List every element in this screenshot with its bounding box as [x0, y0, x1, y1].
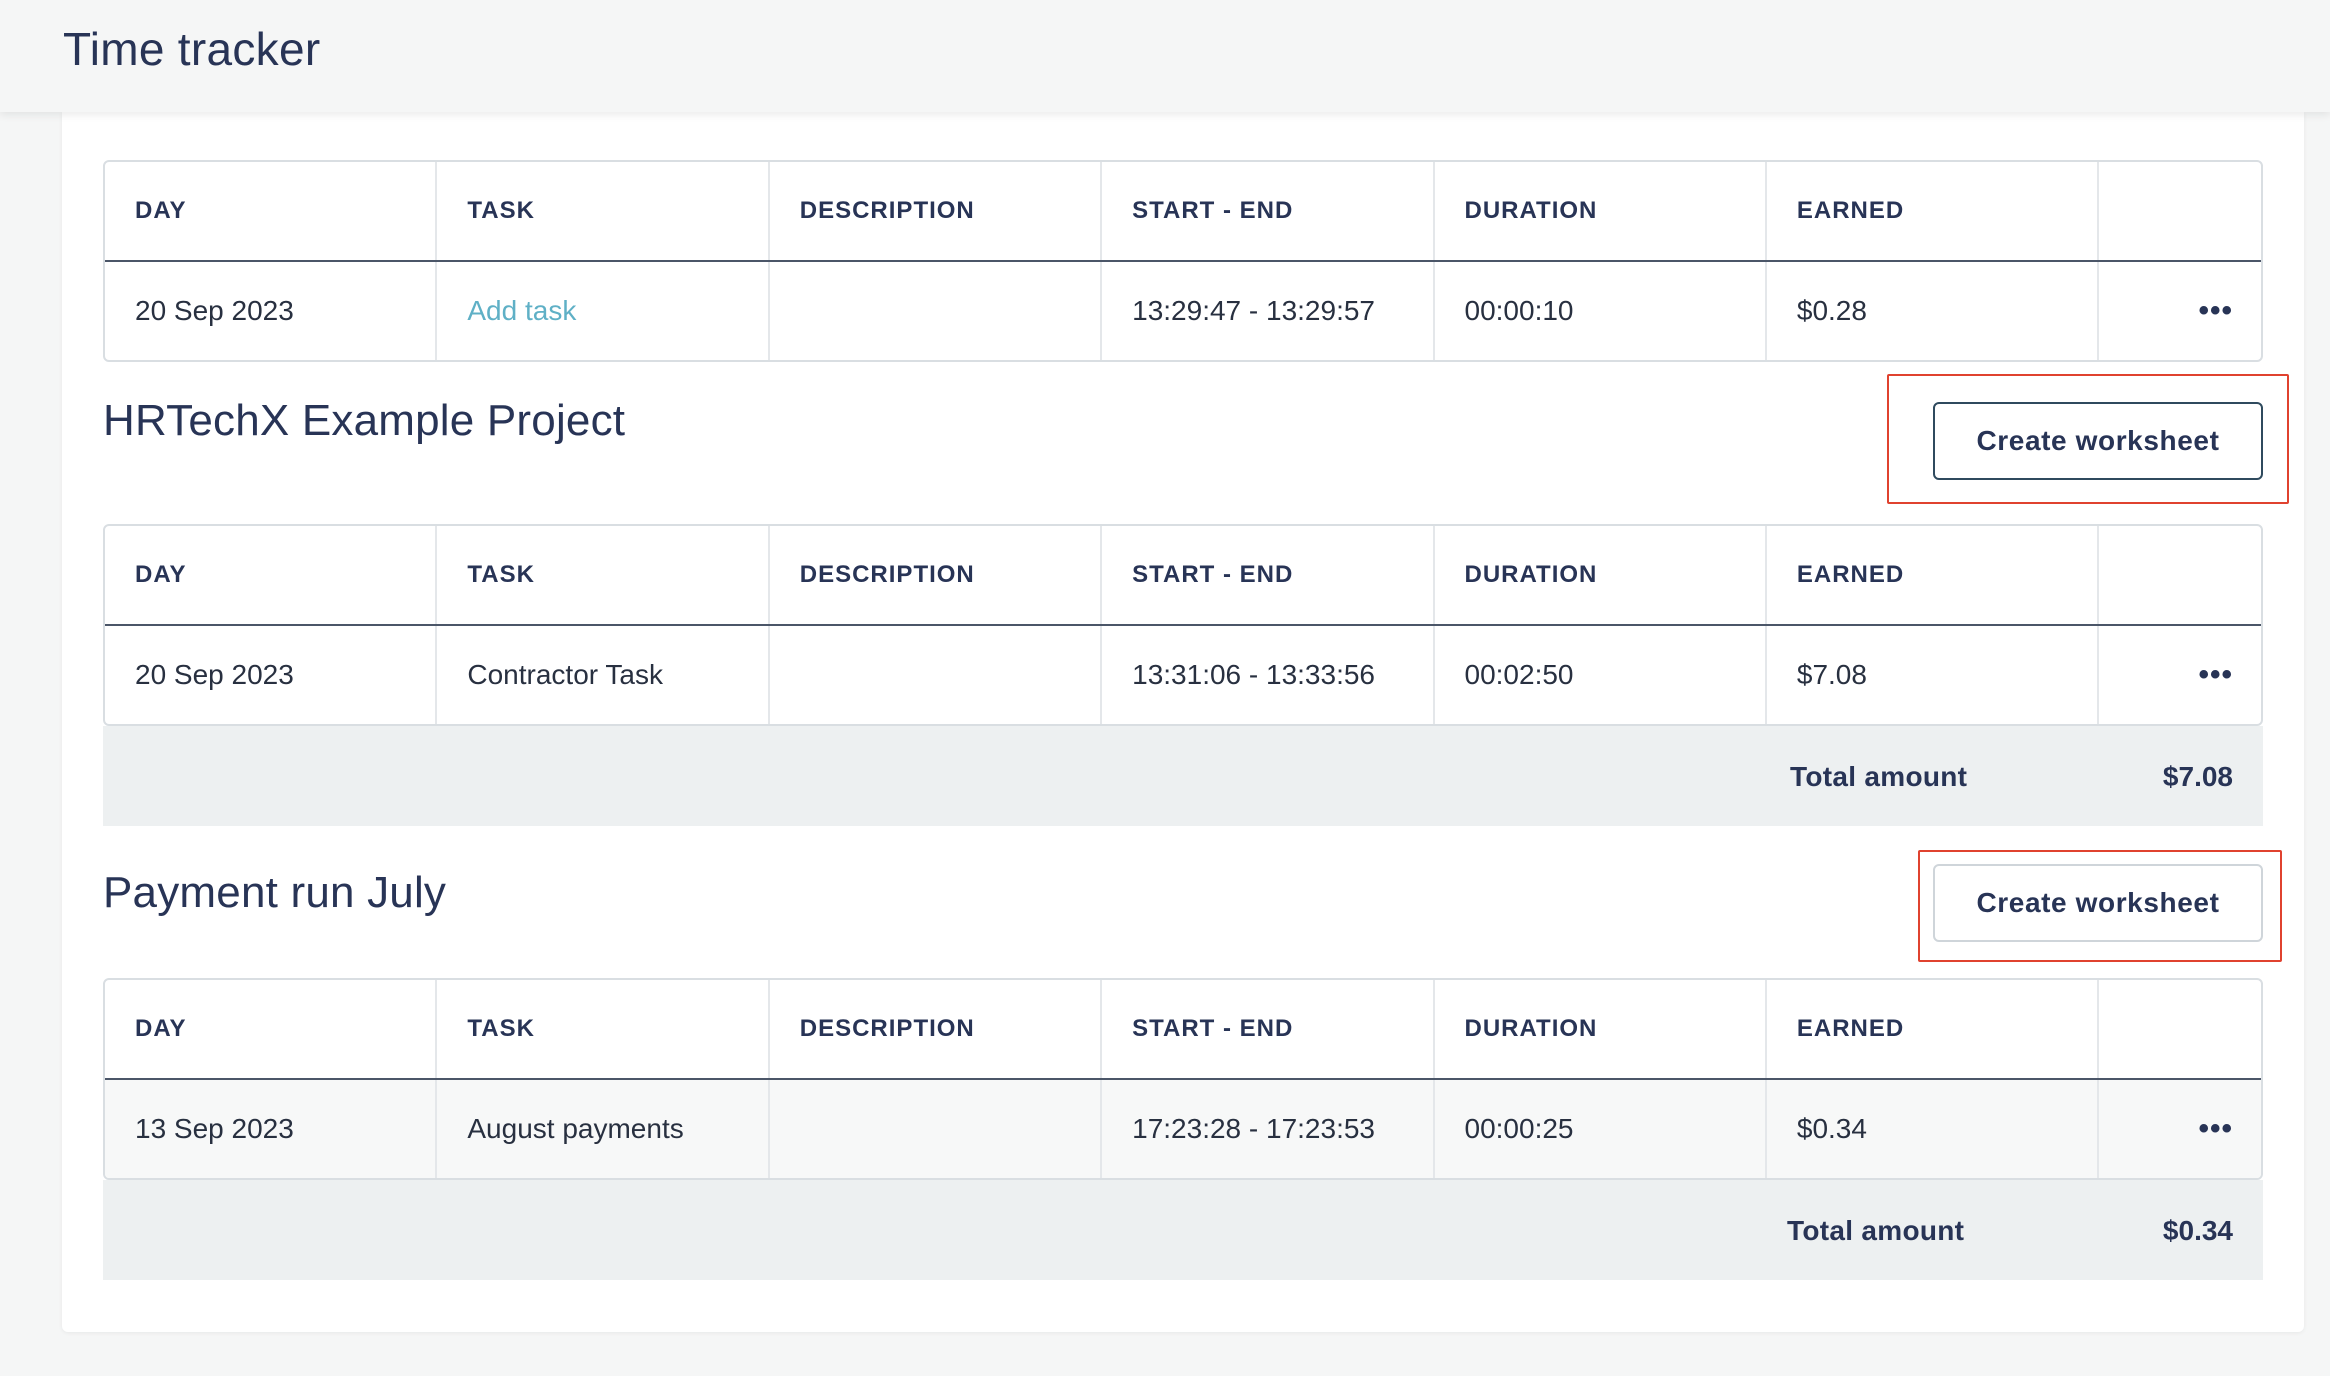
page-title: Time tracker [63, 23, 321, 75]
cell-description [770, 626, 1103, 724]
table-header-row: DAY TASK DESCRIPTION START - END DURATIO… [105, 526, 2261, 626]
cell-actions: ••• [2099, 262, 2261, 360]
column-header-duration: DURATION [1435, 980, 1767, 1078]
page-header: Time tracker [0, 0, 2330, 112]
section-title: Payment run July [103, 868, 447, 917]
column-header-duration: DURATION [1435, 526, 1767, 624]
cell-earned: $0.28 [1767, 262, 2100, 360]
total-bar: Total amount $7.08 [103, 726, 2263, 826]
cell-earned: $7.08 [1767, 626, 2100, 724]
table-row: 13 Sep 2023 August payments 17:23:28 - 1… [105, 1080, 2261, 1178]
cell-task: Add task [437, 262, 770, 360]
column-header-task: TASK [437, 162, 770, 260]
cell-start-end: 13:29:47 - 13:29:57 [1102, 262, 1435, 360]
highlight-box [1887, 374, 2289, 504]
column-header-description: DESCRIPTION [770, 526, 1103, 624]
total-value: $0.34 [2162, 1215, 2233, 1246]
cell-day: 13 Sep 2023 [105, 1080, 438, 1178]
cell-start-end: 17:23:28 - 17:23:53 [1102, 1080, 1435, 1178]
column-header-duration: DURATION [1435, 162, 1767, 260]
column-header-actions [2099, 980, 2261, 1078]
column-header-earned: EARNED [1767, 162, 2100, 260]
column-header-earned: EARNED [1767, 526, 2100, 624]
time-tracker-card: DAY TASK DESCRIPTION START - END DURATIO… [62, 112, 2304, 1332]
column-header-actions [2099, 162, 2261, 260]
cell-description [770, 1080, 1103, 1178]
table-header-row: DAY TASK DESCRIPTION START - END DURATIO… [105, 162, 2261, 262]
column-header-start-end: START - END [1102, 162, 1435, 260]
column-header-description: DESCRIPTION [770, 980, 1103, 1078]
create-worksheet-button[interactable]: Create worksheet [1933, 402, 2263, 480]
time-table: DAY TASK DESCRIPTION START - END DURATIO… [103, 524, 2263, 726]
column-header-day: DAY [105, 162, 438, 260]
column-header-actions [2099, 526, 2261, 624]
column-header-start-end: START - END [1102, 526, 1435, 624]
cell-earned: $0.34 [1767, 1080, 2100, 1178]
cell-duration: 00:00:25 [1435, 1080, 1767, 1178]
column-header-task: TASK [437, 526, 770, 624]
table-row: 20 Sep 2023 Contractor Task 13:31:06 - 1… [105, 626, 2261, 724]
cell-duration: 00:00:10 [1435, 262, 1767, 360]
column-header-day: DAY [105, 526, 438, 624]
create-worksheet-button[interactable]: Create worksheet [1933, 864, 2263, 942]
total-label: Total amount [1790, 761, 1968, 792]
highlight-box [1918, 850, 2282, 962]
more-horizontal-icon[interactable]: ••• [2198, 294, 2233, 327]
table-header-row: DAY TASK DESCRIPTION START - END DURATIO… [105, 980, 2261, 1080]
table-row: 20 Sep 2023 Add task 13:29:47 - 13:29:57… [105, 262, 2261, 360]
column-header-start-end: START - END [1102, 980, 1435, 1078]
cell-duration: 00:02:50 [1435, 626, 1767, 724]
cell-task: August payments [437, 1080, 770, 1178]
column-header-day: DAY [105, 980, 438, 1078]
add-task-link[interactable]: Add task [467, 295, 577, 326]
time-table: DAY TASK DESCRIPTION START - END DURATIO… [103, 978, 2263, 1180]
section-title: HRTechX Example Project [103, 396, 626, 445]
total-bar: Total amount $0.34 [103, 1180, 2263, 1280]
time-table: DAY TASK DESCRIPTION START - END DURATIO… [103, 160, 2263, 362]
total-value: $7.08 [2162, 761, 2233, 792]
cell-actions: ••• [2099, 626, 2261, 724]
total-label: Total amount [1787, 1215, 1965, 1246]
column-header-earned: EARNED [1767, 980, 2100, 1078]
cell-description [770, 262, 1103, 360]
column-header-task: TASK [437, 980, 770, 1078]
cell-start-end: 13:31:06 - 13:33:56 [1102, 626, 1435, 724]
cell-day: 20 Sep 2023 [105, 262, 438, 360]
more-horizontal-icon[interactable]: ••• [2198, 658, 2233, 691]
cell-day: 20 Sep 2023 [105, 626, 438, 724]
column-header-description: DESCRIPTION [770, 162, 1103, 260]
cell-task: Contractor Task [437, 626, 770, 724]
more-horizontal-icon[interactable]: ••• [2198, 1112, 2233, 1145]
cell-actions: ••• [2099, 1080, 2261, 1178]
